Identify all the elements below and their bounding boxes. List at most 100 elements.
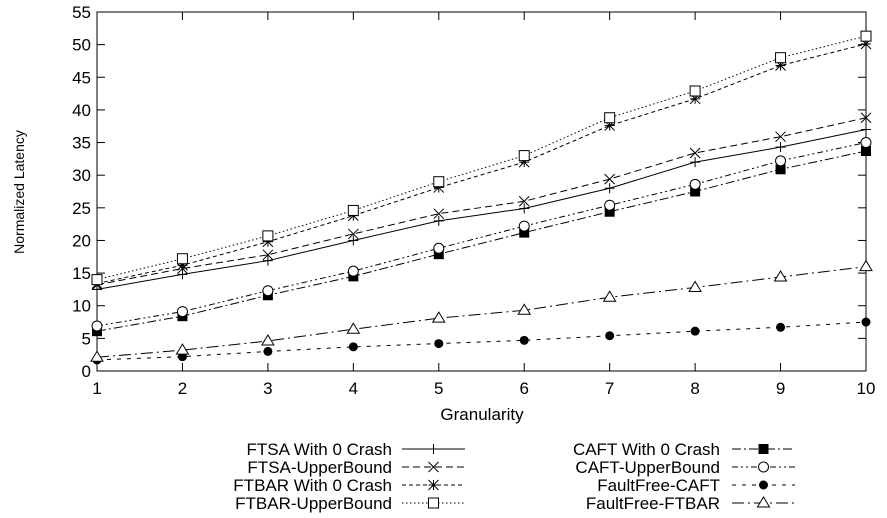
legend-marker xyxy=(758,444,769,454)
series-line xyxy=(96,150,867,332)
data-point xyxy=(346,322,361,334)
series-line xyxy=(96,321,867,361)
x-tick-label: 9 xyxy=(776,379,785,398)
data-point xyxy=(861,146,871,157)
data-point xyxy=(775,142,786,153)
data-point xyxy=(433,176,445,188)
data-point xyxy=(431,311,446,323)
data-point xyxy=(347,204,359,216)
data-point xyxy=(262,255,273,266)
data-point xyxy=(689,147,701,159)
data-point xyxy=(519,335,529,345)
data-point xyxy=(602,290,617,302)
data-point xyxy=(517,303,532,315)
data-point xyxy=(347,265,359,277)
data-point xyxy=(860,112,872,124)
data-point xyxy=(518,150,530,162)
data-point xyxy=(604,199,616,211)
y-tick-label: 5 xyxy=(82,329,91,348)
data-point xyxy=(773,270,788,282)
y-tick-label: 50 xyxy=(72,36,91,55)
data-point xyxy=(262,230,274,242)
data-point xyxy=(263,346,273,356)
legend-entry: FTSA-UpperBound xyxy=(247,458,465,477)
x-tick-label: 7 xyxy=(605,379,614,398)
data-point xyxy=(177,269,188,280)
y-tick-label: 15 xyxy=(72,264,91,283)
legend-label: CAFT With 0 Crash xyxy=(573,440,720,459)
legend-label: FaultFree-CAFT xyxy=(597,476,720,495)
x-tick-label: 1 xyxy=(92,379,101,398)
data-point xyxy=(433,215,444,226)
y-tick-label: 0 xyxy=(82,362,91,381)
data-point xyxy=(604,173,616,185)
data-point xyxy=(433,208,445,220)
data-point xyxy=(604,112,616,124)
series-7 xyxy=(92,317,871,365)
data-point xyxy=(90,350,104,362)
series-4 xyxy=(91,30,872,286)
data-point xyxy=(176,306,188,318)
series-2 xyxy=(91,112,872,291)
y-tick-label: 55 xyxy=(72,3,91,22)
series-3 xyxy=(91,38,872,289)
data-point xyxy=(605,331,615,341)
data-point xyxy=(859,259,873,272)
series-layer xyxy=(90,30,873,365)
data-point xyxy=(860,137,872,149)
data-point xyxy=(861,317,871,327)
series-1 xyxy=(92,124,871,295)
legend-marker xyxy=(756,496,771,508)
legend-label: FTBAR-UpperBound xyxy=(235,494,392,513)
data-point xyxy=(861,124,871,135)
legend-marker xyxy=(428,479,439,491)
data-point xyxy=(433,249,444,260)
y-tick-label: 35 xyxy=(72,134,91,153)
legend-entry: FTBAR-UpperBound xyxy=(235,494,465,513)
legend-label: FaultFree-FTBAR xyxy=(586,494,720,513)
y-tick-label: 40 xyxy=(72,101,91,120)
y-tick-label: 10 xyxy=(72,297,91,316)
series-6 xyxy=(91,137,872,332)
data-point xyxy=(604,206,615,217)
y-tick-label: 45 xyxy=(72,68,91,87)
legend-marker xyxy=(428,461,439,473)
legend-entry: FaultFree-FTBAR xyxy=(586,494,795,513)
legend-marker xyxy=(428,497,439,509)
legend-entry: CAFT-UpperBound xyxy=(575,458,795,477)
data-point xyxy=(348,235,359,246)
data-point xyxy=(261,334,275,346)
data-point xyxy=(690,157,701,168)
data-point xyxy=(775,164,786,175)
data-point xyxy=(348,342,358,352)
data-point xyxy=(518,220,530,232)
y-axis-label: Normalized Latency xyxy=(11,130,27,254)
data-point xyxy=(519,203,530,214)
data-point xyxy=(604,183,615,194)
data-point xyxy=(519,227,530,238)
series-line xyxy=(96,129,867,290)
series-line xyxy=(96,266,867,358)
x-tick-label: 2 xyxy=(178,379,187,398)
legend-marker xyxy=(428,444,439,454)
x-tick-label: 10 xyxy=(857,379,876,398)
data-point xyxy=(775,52,787,64)
data-point xyxy=(688,280,702,292)
plot-frame xyxy=(96,11,867,372)
y-tick-label: 20 xyxy=(72,231,91,250)
series-line xyxy=(96,35,867,281)
data-point xyxy=(434,339,444,349)
y-axis: 0 5 10 15 20 25 30 35 40 45 50 55 xyxy=(72,3,866,381)
legend-label: CAFT-UpperBound xyxy=(575,458,720,477)
x-tick-label: 4 xyxy=(349,379,358,398)
data-point xyxy=(690,326,700,336)
legend-entry: CAFT With 0 Crash xyxy=(573,440,795,459)
data-point xyxy=(433,242,445,254)
data-point xyxy=(690,186,701,197)
y-tick-label: 25 xyxy=(72,199,91,218)
data-point xyxy=(518,195,530,207)
series-line xyxy=(96,43,867,285)
legend-entry: FTBAR With 0 Crash xyxy=(233,476,465,495)
